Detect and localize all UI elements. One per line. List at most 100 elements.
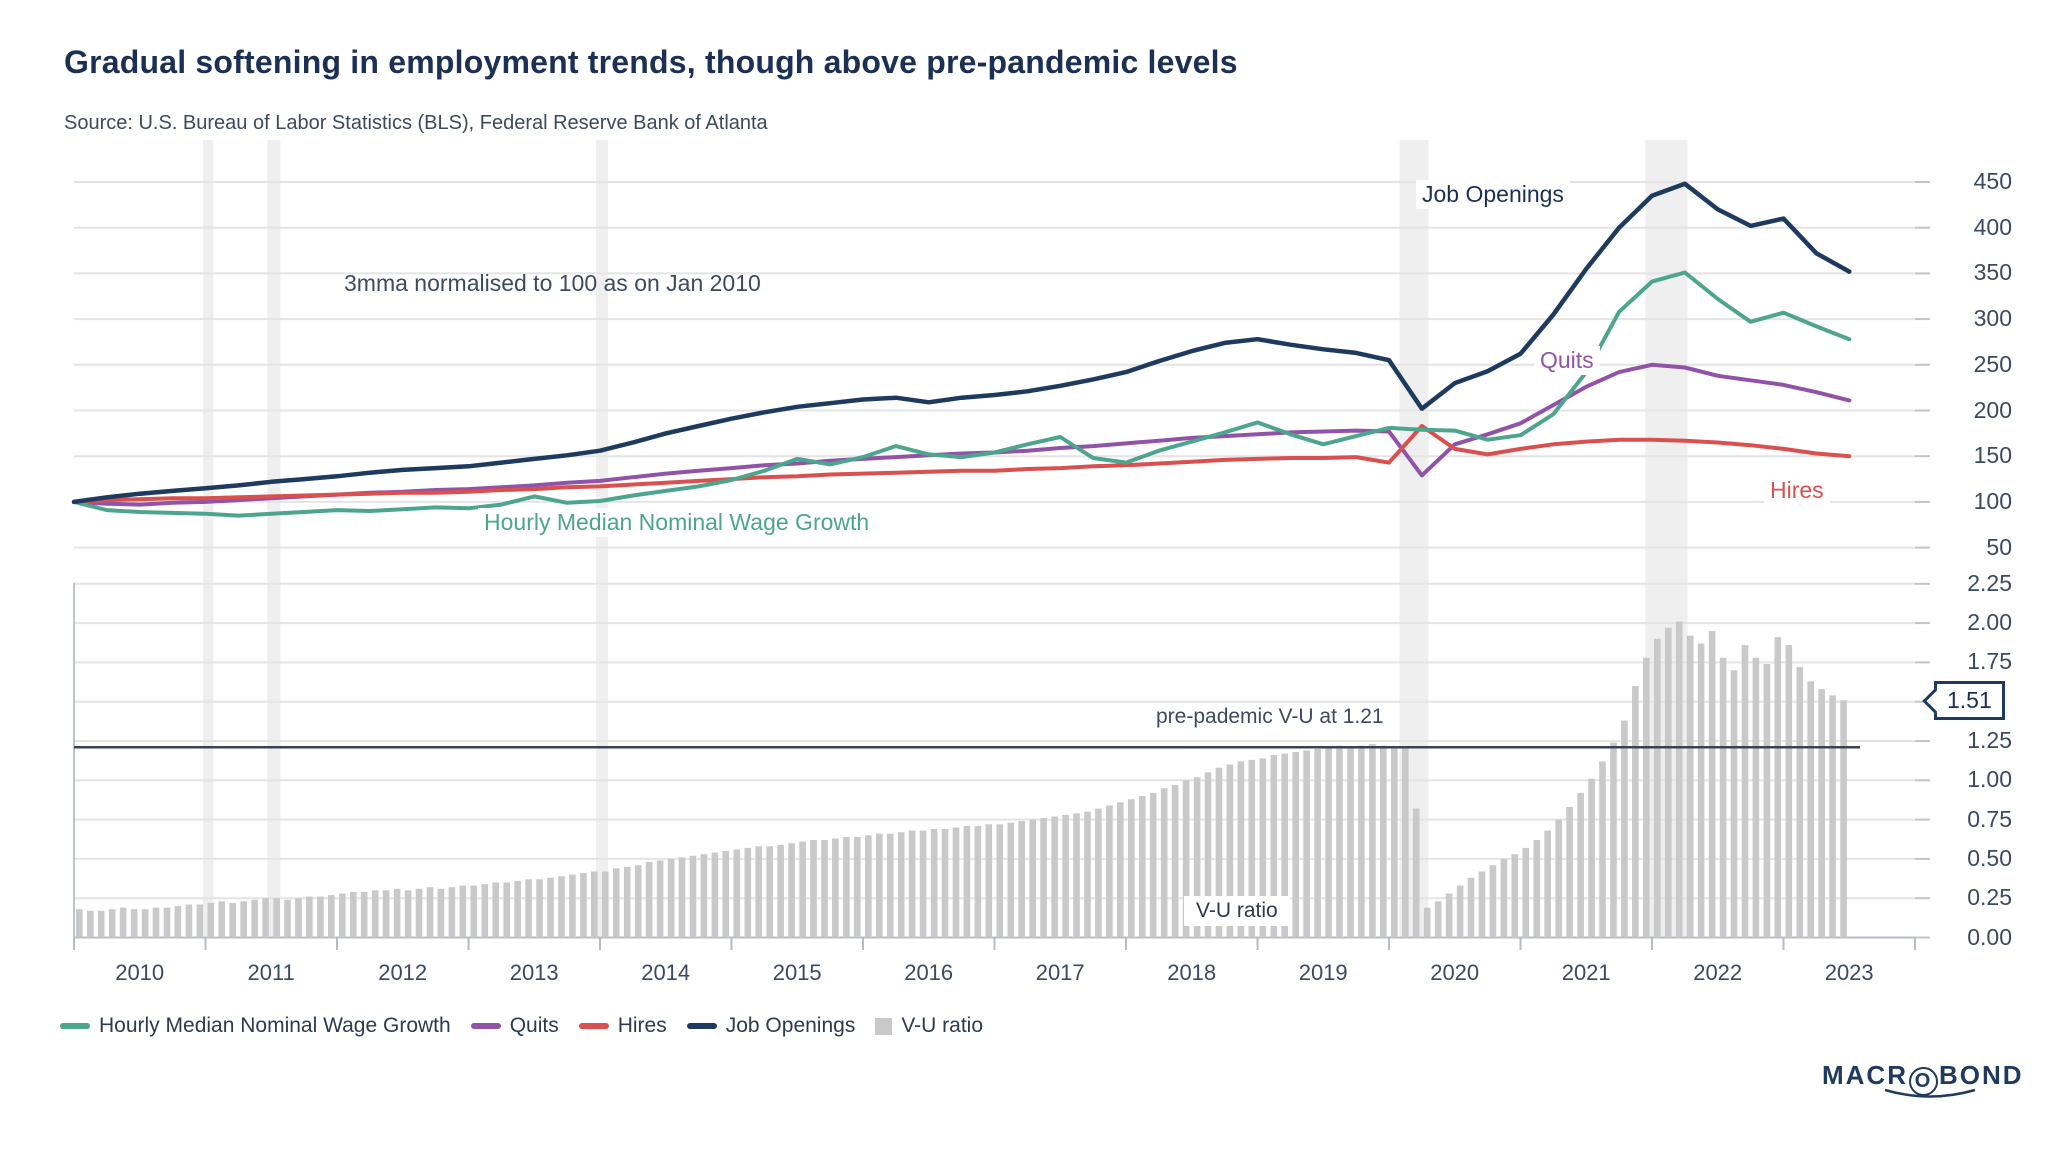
vu-ratio-bar: [777, 844, 784, 938]
vu-ratio-bar: [1073, 813, 1080, 938]
axis-tick-label: 150: [1973, 442, 2012, 469]
series-line-purple: [72, 362, 1852, 507]
vu-ratio-bar: [1807, 681, 1814, 938]
vu-ratio-bar: [1741, 645, 1749, 938]
vu-ratio-bar: [536, 879, 543, 938]
axis-tick-label: 0.75: [1967, 805, 2012, 832]
vu-ratio-bar: [503, 882, 510, 938]
normalisation-note: 3mma normalised to 100 as on Jan 2010: [344, 270, 761, 296]
axis-tick-label: 2015: [772, 960, 822, 985]
vu-ratio-bar: [1796, 667, 1804, 938]
vu-ratio-bar: [152, 907, 160, 938]
vu-ratio-bar: [97, 910, 105, 938]
vu-ratio-bar: [854, 836, 861, 938]
axis-tick-label: 250: [1973, 350, 2012, 377]
vu-ratio-bar: [1095, 808, 1102, 938]
vu-ratio-bar: [317, 896, 324, 938]
vu-ratio-bar: [470, 885, 478, 938]
vu-ratio-bar: [87, 910, 94, 938]
axis-tick-label: 2010: [115, 960, 165, 985]
vu-ratio-bar: [76, 909, 83, 938]
axis-tick-label: 50: [1986, 533, 2012, 560]
vu-ratio-label: V-U ratio: [1184, 896, 1290, 926]
vu-ratio-bar: [1226, 764, 1234, 938]
vu-ratio-bar: [1018, 821, 1025, 938]
legend-item: Job Openings: [686, 1014, 855, 1038]
vu-ratio-bar: [722, 851, 730, 938]
vu-ratio-bar: [733, 849, 741, 938]
vu-ratio-bar: [306, 896, 313, 938]
vu-ratio-bar: [1040, 818, 1047, 938]
vu-ratio-bar: [350, 891, 357, 938]
vu-ratio-bar: [1675, 621, 1683, 938]
vu-ratio-bar: [558, 876, 565, 938]
vu-ratio-bar: [919, 830, 927, 938]
vu-ratio-bar: [525, 879, 532, 938]
axis-tick-label: 1.00: [1967, 766, 2012, 793]
vu-ratio-bar: [328, 895, 335, 938]
vu-ratio-bar: [1106, 805, 1113, 938]
vu-ratio-bar: [1139, 796, 1146, 938]
vu-ratio-bar: [1117, 802, 1124, 938]
job-openings-label: Job Openings: [1416, 180, 1570, 209]
axis-tick-label: 2012: [378, 960, 428, 985]
vu-ratio-bar: [1391, 747, 1398, 938]
vu-ratio-bar: [1369, 744, 1376, 938]
vu-ratio-bar: [1577, 792, 1584, 938]
vu-ratio-bar: [930, 829, 938, 938]
vu-ratio-bar: [1434, 901, 1442, 938]
vu-ratio-bar: [766, 846, 773, 938]
series-line-navy: [71, 181, 1852, 505]
vu-ratio-bar: [689, 855, 697, 938]
vu-ratio-bar: [1610, 742, 1617, 938]
hires-label: Hires: [1764, 476, 1830, 505]
vu-ratio-bar: [1785, 645, 1793, 938]
vu-ratio-bar: [1336, 745, 1343, 938]
vu-ratio-bar: [1051, 816, 1058, 938]
vu-ratio-bar: [108, 909, 116, 938]
vu-ratio-bar: [1686, 635, 1694, 938]
vu-ratio-bar: [755, 846, 762, 938]
vu-ratio-bar: [634, 865, 642, 938]
axis-tick-label: 2019: [1298, 960, 1348, 985]
vu-ratio-bar: [876, 833, 883, 938]
axis-tick-label: 2020: [1430, 960, 1480, 985]
vu-ratio-bar: [404, 890, 412, 938]
vu-ratio-bar: [207, 902, 215, 938]
vu-ratio-bar: [1643, 657, 1650, 938]
vu-ratio-bar: [218, 901, 226, 938]
legend-label: Quits: [509, 1014, 559, 1037]
vu-ratio-bar: [974, 825, 982, 938]
vu-ratio-bar: [799, 841, 806, 938]
vu-ratio-bar: [941, 829, 949, 938]
axis-tick-label: 2013: [509, 960, 559, 985]
macrobond-logo: MACR O BOND: [1822, 1060, 2024, 1098]
vu-ratio-bar: [1128, 799, 1135, 938]
vu-ratio-bar: [1084, 811, 1091, 938]
vu-ratio-bar: [865, 835, 872, 938]
axis-tick-label: 200: [1973, 396, 2012, 423]
vu-ratio-bar: [130, 909, 138, 938]
vu-ratio-bar: [273, 898, 280, 938]
vu-ratio-bar: [908, 830, 916, 938]
vu-ratio-bar: [843, 836, 850, 938]
vu-ratio-bar: [141, 909, 149, 938]
vu-ratio-bar: [678, 857, 686, 938]
vu-ratio-bar: [569, 874, 576, 938]
vu-ratio-bar: [185, 904, 193, 938]
vu-ratio-bar: [1347, 747, 1354, 938]
axis-tick-label: 0.00: [1967, 923, 2012, 950]
axis-tick-label: 300: [1973, 305, 2012, 332]
logo-text-right: BOND: [1939, 1060, 2024, 1090]
vu-ratio-bar: [1029, 819, 1036, 938]
series-line-teal: [72, 270, 1852, 518]
vu-ratio-bar: [1423, 907, 1431, 938]
vu-ratio-bar: [371, 890, 379, 938]
legend-item: V-U ratio: [875, 1014, 983, 1038]
vu-ratio-bar: [744, 847, 752, 938]
vu-ratio-bar: [1665, 627, 1672, 938]
axis-tick-label: 1.25: [1967, 727, 2012, 753]
pre-pandemic-reference-label: pre-pademic V-U at 1.21: [1148, 704, 1392, 730]
vu-ratio-bar: [1248, 759, 1256, 938]
vu-ratio-bar: [1160, 788, 1168, 938]
